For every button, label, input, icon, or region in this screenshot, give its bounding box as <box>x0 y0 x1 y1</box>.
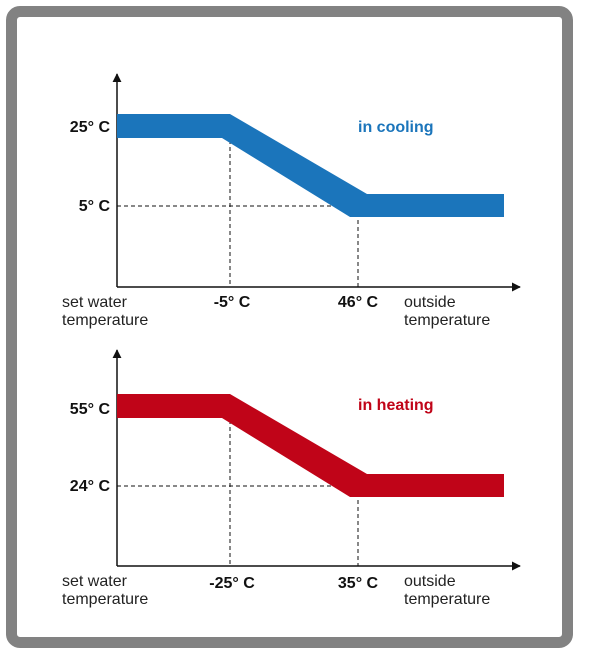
heating-ylabel-line2: temperature <box>62 591 148 608</box>
cooling-x-tick-2: 46° C <box>338 294 379 311</box>
heating-chart: 55° C 24° C -25° C 35° C set water tempe… <box>62 349 521 608</box>
heating-series-band <box>117 394 504 497</box>
cooling-ylabel-line1: set water <box>62 294 128 311</box>
heating-xlabel-line2: temperature <box>404 591 490 608</box>
cooling-xlabel-line1: outside <box>404 294 456 311</box>
heating-x-tick-2: 35° C <box>338 575 379 592</box>
cooling-chart: 25° C 5° C -5° C 46° C set water tempera… <box>62 73 521 329</box>
heating-annotation: in heating <box>358 397 434 414</box>
heating-y-tick-2: 24° C <box>70 478 111 495</box>
heating-y-tick-1: 55° C <box>70 401 111 418</box>
cooling-series-band <box>117 114 504 217</box>
heating-x-tick-1: -25° C <box>209 575 255 592</box>
heating-ylabel-line1: set water <box>62 573 128 590</box>
cooling-xlabel-line2: temperature <box>404 312 490 329</box>
heating-xlabel-line1: outside <box>404 573 456 590</box>
cooling-y-tick-1: 25° C <box>70 119 111 136</box>
cooling-y-tick-2: 5° C <box>79 198 111 215</box>
cooling-ylabel-line2: temperature <box>62 312 148 329</box>
chart-frame <box>6 6 573 648</box>
cooling-x-tick-1: -5° C <box>214 294 251 311</box>
cooling-annotation: in cooling <box>358 119 434 136</box>
